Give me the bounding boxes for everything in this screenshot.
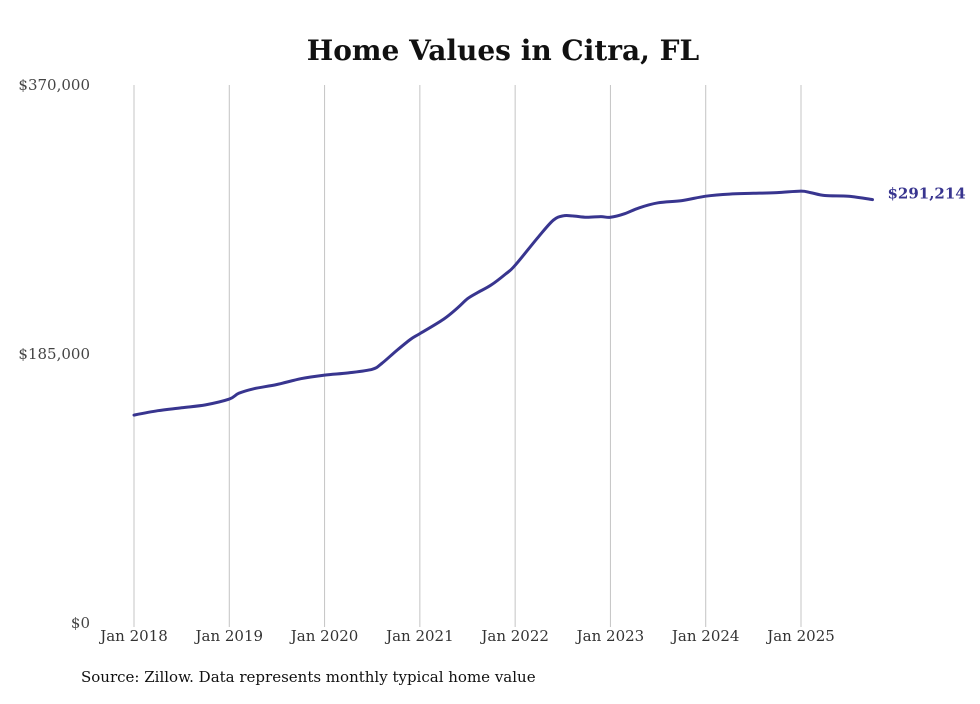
x-tick-label: Jan 2018 bbox=[98, 627, 168, 645]
grid-lines bbox=[133, 85, 802, 627]
x-tick-label: Jan 2020 bbox=[289, 627, 359, 645]
x-axis: Jan 2018 Jan 2019 Jan 2020 Jan 2021 Jan 2022… bbox=[98, 627, 835, 645]
x-tick-label: Jan 2024 bbox=[670, 627, 740, 645]
source-note: Source: Zillow. Data represents monthly … bbox=[81, 668, 536, 686]
x-tick-label: Jan 2022 bbox=[479, 627, 549, 645]
x-tick-label: Jan 2019 bbox=[194, 627, 264, 645]
chart-title: Home Values in Citra, FL bbox=[307, 34, 700, 67]
y-tick-label: $185,000 bbox=[18, 345, 90, 363]
y-tick-label: $370,000 bbox=[18, 76, 90, 94]
x-tick-label: Jan 2023 bbox=[575, 627, 645, 645]
y-tick-label: $0 bbox=[71, 614, 90, 632]
x-tick-label: Jan 2025 bbox=[765, 627, 835, 645]
series-line bbox=[132, 189, 874, 417]
x-tick-label: Jan 2021 bbox=[384, 627, 454, 645]
end-value-label: $291,214 bbox=[887, 185, 965, 203]
y-axis: $0 $185,000 $370,000 bbox=[18, 76, 90, 632]
series-group: $291,214 bbox=[132, 185, 966, 417]
